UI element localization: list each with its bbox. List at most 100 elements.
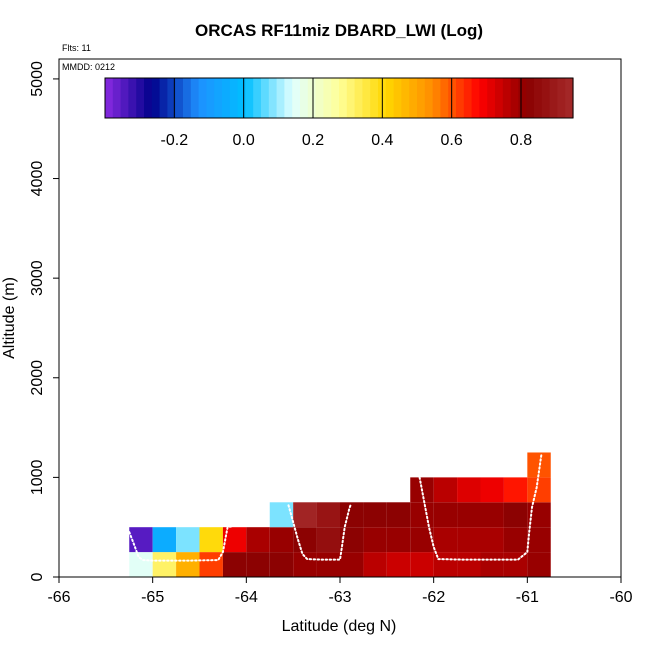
colorbar-segment [424, 78, 434, 118]
x-tick-label: -63 [328, 589, 351, 606]
colorbar-segment [190, 78, 200, 118]
heatmap-cell [386, 502, 411, 528]
colorbar-segment [245, 78, 254, 118]
heatmap-cell [199, 552, 223, 577]
colorbar-segment [151, 78, 161, 118]
heatmap-cell [527, 477, 551, 503]
colorbar-segment [534, 78, 543, 118]
heatmap-cell [176, 552, 200, 577]
y-axis-label: Altitude (m) [1, 277, 18, 359]
x-tick-label: -65 [141, 589, 164, 606]
y-tick-label: 3000 [29, 260, 46, 296]
x-tick-label: -60 [609, 589, 632, 606]
heatmap-cell [222, 527, 247, 553]
colorbar-segment [284, 78, 293, 118]
x-tick-label: -66 [47, 589, 70, 606]
colorbar-segment [222, 78, 231, 118]
heatmap-cell [433, 502, 458, 528]
heatmap-cell [457, 527, 481, 553]
colorbar-segment [120, 78, 129, 118]
colorbar-segment [237, 78, 246, 118]
colorbar-segment [315, 78, 324, 118]
colorbar-segment [510, 78, 519, 118]
heatmap-cell [480, 552, 504, 577]
y-tick-label: 4000 [29, 161, 46, 197]
heatmap-cell [527, 527, 551, 553]
colorbar-segment [370, 78, 379, 118]
chart-title: ORCAS RF11miz DBARD_LWI (Log) [195, 21, 483, 40]
colorbar: -0.2 0.0 0.2 0.4 0.6 0.8 [104, 77, 574, 149]
heatmap-cell [316, 502, 340, 528]
colorbar-segment [471, 78, 480, 118]
colorbar-segment [331, 78, 340, 118]
heatmap-cell [527, 552, 551, 577]
heatmap-cell [433, 527, 458, 553]
heatmap-cell [152, 552, 177, 577]
x-tick-label: -62 [422, 589, 445, 606]
heatmap-cell [316, 527, 340, 553]
flight-tracks [128, 453, 543, 562]
heatmap-cell [152, 527, 177, 553]
heatmap-cell [457, 502, 481, 528]
heatmap-cell [410, 552, 434, 577]
heatmap-cell [503, 527, 528, 553]
colorbar-segment [541, 78, 551, 118]
colorbar-segment [557, 78, 566, 118]
heatmap-cell [269, 527, 294, 553]
colorbar-segment [393, 78, 402, 118]
colorbar-segment [268, 78, 278, 118]
colorbar-segment [128, 78, 137, 118]
colorbar-segment [495, 78, 504, 118]
colorbar-segment [526, 78, 535, 118]
colorbar-segment [339, 78, 348, 118]
heatmap-cell [457, 552, 481, 577]
flights-annotation: Flts: 11 [62, 43, 91, 53]
heatmap-cell [269, 502, 294, 528]
date-annotation: MMDD: 0212 [62, 62, 115, 72]
colorbar-segment [323, 78, 332, 118]
colorbar-segment [214, 78, 223, 118]
colorbar-tick-label: 0.2 [302, 132, 324, 149]
heatmap-cell [293, 527, 317, 553]
x-axis-ticks: -66 -65 -64 -63 -62 -61 -60 [47, 577, 633, 606]
colorbar-segment [518, 78, 527, 118]
colorbar-segment [144, 78, 153, 118]
heatmap-cell [269, 552, 294, 577]
colorbar-segment [417, 78, 426, 118]
x-tick-label: -61 [516, 589, 539, 606]
heatmap-cell [457, 477, 481, 503]
heatmap-cell [503, 502, 528, 528]
colorbar-segment [456, 78, 465, 118]
heatmap-cell [199, 527, 223, 553]
heatmap-cell [363, 552, 387, 577]
colorbar-segment [432, 78, 441, 118]
colorbar-segment [105, 78, 114, 118]
colorbar-segment [354, 78, 363, 118]
heatmap-cell [246, 527, 270, 553]
colorbar-tick-label: 0.6 [441, 132, 463, 149]
colorbar-segment [198, 78, 207, 118]
colorbar-segment [206, 78, 215, 118]
colorbar-segment [409, 78, 418, 118]
heatmap-cell [316, 552, 340, 577]
colorbar-segment [276, 78, 285, 118]
heatmap-cell [222, 552, 247, 577]
heatmap-cell [340, 502, 364, 528]
colorbar-segment [307, 78, 317, 118]
colorbar-tick-label: 0.4 [371, 132, 393, 149]
heatmap-cell [176, 527, 200, 553]
heatmap-cell [410, 527, 434, 553]
colorbar-segment [502, 78, 512, 118]
colorbar-segment [253, 78, 262, 118]
y-tick-label: 5000 [29, 61, 46, 97]
colorbar-segment [549, 78, 558, 118]
heatmap-cell [480, 477, 504, 503]
heatmap-cell [340, 552, 364, 577]
colorbar-tick-label: -0.2 [161, 132, 189, 149]
flight-track-line [418, 453, 543, 561]
flight-track-line [128, 525, 234, 562]
colorbar-segment [167, 78, 176, 118]
heatmap-cell [293, 502, 317, 528]
colorbar-tick-label: 0.8 [510, 132, 532, 149]
colorbar-segment [401, 78, 410, 118]
